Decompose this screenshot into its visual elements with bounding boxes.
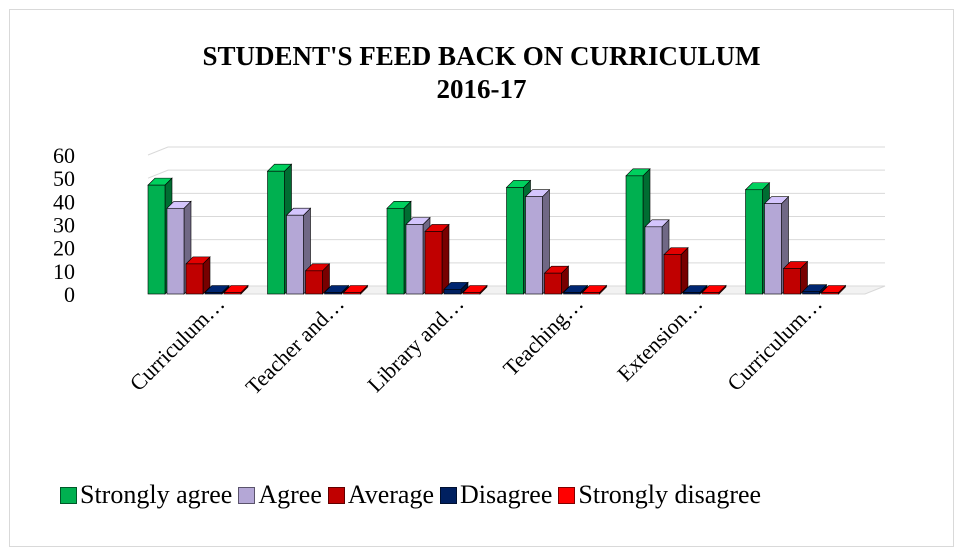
legend-item: Agree (238, 480, 322, 510)
gridline (147, 169, 885, 179)
bar (286, 214, 304, 295)
legend-item: Average (327, 480, 434, 510)
bar (802, 291, 820, 295)
legend-item: Strongly agree (60, 480, 232, 510)
chart-title-block: STUDENT'S FEED BACK ON CURRICULUM 2016-1… (0, 40, 963, 106)
bar (701, 292, 720, 295)
bar (544, 272, 562, 295)
bar (324, 292, 342, 295)
x-tick-label: Library and… (362, 291, 468, 397)
bar (663, 254, 682, 295)
legend-swatch (238, 486, 256, 504)
bar-side (441, 223, 450, 295)
bar (267, 170, 285, 295)
bar (223, 292, 242, 295)
bar (462, 292, 481, 295)
y-tick-label: 50 (53, 166, 75, 191)
y-tick-label: 40 (53, 189, 75, 214)
chart-frame (9, 9, 954, 547)
chart-subtitle: 2016-17 (436, 74, 527, 104)
bar (644, 226, 663, 295)
bar (821, 292, 839, 295)
legend-label: Agree (258, 480, 322, 509)
bar (166, 207, 185, 295)
legend-swatch (60, 486, 77, 504)
y-tick-label: 60 (53, 143, 75, 168)
bar (147, 184, 166, 295)
y-tick-label: 30 (53, 213, 75, 238)
x-tick-label: Extension… (612, 291, 707, 386)
bar (783, 268, 801, 295)
chart-title: STUDENT'S FEED BACK ON CURRICULUM (202, 41, 761, 71)
bar (405, 224, 424, 295)
gridline (147, 146, 885, 156)
legend-label: Strongly disagree (578, 480, 762, 509)
legend-item: Strongly disagree (558, 480, 761, 510)
legend-label: Average (347, 480, 434, 509)
x-tick-label: Teacher and… (240, 291, 349, 400)
bar (525, 196, 543, 295)
y-tick-label: 20 (53, 236, 75, 261)
bar (443, 289, 462, 295)
bar (424, 231, 443, 295)
bar-side (680, 246, 689, 295)
bar (745, 189, 763, 295)
bar (343, 292, 361, 295)
legend-swatch (439, 486, 457, 504)
bar (185, 263, 204, 295)
x-tick-label: Curriculum… (125, 291, 230, 396)
bar (305, 270, 323, 295)
y-tick-label: 0 (64, 282, 75, 307)
bar (506, 187, 524, 295)
legend-label: Strongly agree (80, 480, 233, 509)
bar (682, 292, 701, 295)
x-tick-label: Curriculum… (722, 291, 827, 396)
legend-swatch (558, 486, 576, 504)
legend-swatch (327, 486, 345, 504)
chart-legend: Strongly agree Agree Average Disagree Strong… (60, 480, 960, 510)
bar (204, 292, 223, 295)
y-tick-label: 10 (53, 259, 75, 284)
bar (625, 175, 644, 295)
bar (563, 292, 581, 295)
x-tick-label: Teaching… (498, 291, 588, 381)
bar (764, 203, 782, 295)
legend-item: Disagree (439, 480, 553, 510)
legend-label: Disagree (459, 480, 553, 509)
bar (386, 207, 405, 295)
bar (582, 292, 600, 295)
